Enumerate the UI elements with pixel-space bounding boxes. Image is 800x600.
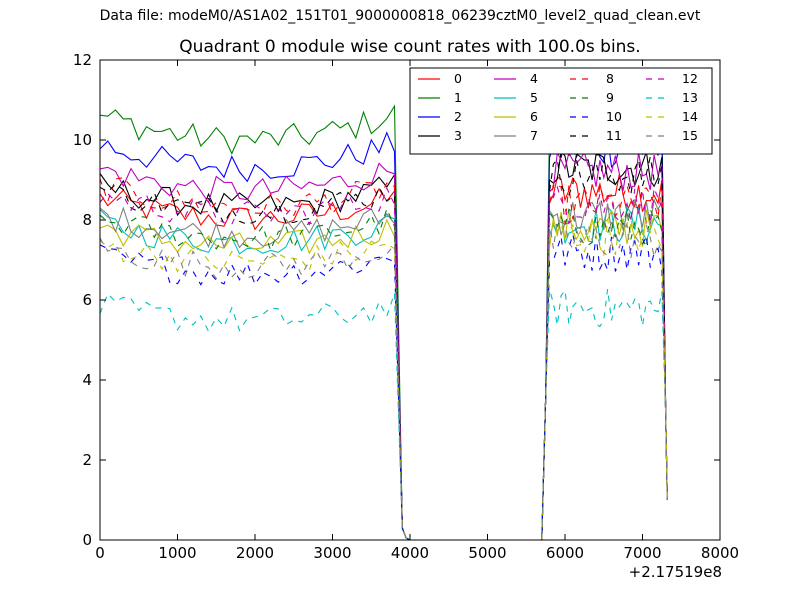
legend-label-9: 9 xyxy=(606,90,614,105)
series-line-7 xyxy=(100,197,668,540)
legend-label-15: 15 xyxy=(682,128,698,143)
series-line-3 xyxy=(100,150,668,540)
y-tick-label: 8 xyxy=(82,211,92,229)
series-line-11 xyxy=(100,156,668,540)
legend-label-11: 11 xyxy=(606,128,622,143)
chart-title: Quadrant 0 module wise count rates with … xyxy=(179,37,641,57)
legend-label-0: 0 xyxy=(454,71,462,86)
legend-box xyxy=(409,67,713,155)
x-tick-label: 8000 xyxy=(701,544,739,562)
x-offset-label: +2.17519e8 xyxy=(629,563,722,581)
series-line-2 xyxy=(100,128,668,540)
series-line-8 xyxy=(100,177,668,540)
y-tick-label: 6 xyxy=(82,291,92,309)
legend-label-3: 3 xyxy=(454,128,462,143)
series-line-10 xyxy=(100,232,668,540)
y-tick-label: 4 xyxy=(82,371,92,389)
x-tick-label: 6000 xyxy=(546,544,584,562)
figure-suptitle: Data file: modeM0/AS1A02_151T01_90000008… xyxy=(99,8,701,24)
series-line-4 xyxy=(100,150,668,540)
x-tick-label: 5000 xyxy=(468,544,506,562)
legend-label-1: 1 xyxy=(454,90,462,105)
series-line-12 xyxy=(100,185,668,540)
legend-label-14: 14 xyxy=(682,109,698,124)
legend-label-12: 12 xyxy=(682,71,698,86)
legend-label-8: 8 xyxy=(606,71,614,86)
legend-label-10: 10 xyxy=(606,109,622,124)
x-tick-label: 0 xyxy=(95,544,105,562)
y-tick-label: 0 xyxy=(82,531,92,549)
legend-label-4: 4 xyxy=(530,71,538,86)
series-line-14 xyxy=(100,217,668,540)
y-tick-label: 2 xyxy=(82,451,92,469)
legend-label-2: 2 xyxy=(454,109,462,124)
x-tick-label: 3000 xyxy=(313,544,351,562)
series-line-15 xyxy=(100,220,668,540)
x-tick-label: 7000 xyxy=(623,544,661,562)
legend-label-13: 13 xyxy=(682,90,698,105)
legend-label-6: 6 xyxy=(530,109,538,124)
series-line-13 xyxy=(100,288,668,540)
series-line-5 xyxy=(100,205,668,540)
legend-label-5: 5 xyxy=(530,90,538,105)
series-line-1 xyxy=(100,98,668,540)
y-tick-label: 10 xyxy=(73,131,92,149)
legend-label-7: 7 xyxy=(530,128,538,143)
x-tick-label: 1000 xyxy=(158,544,196,562)
x-tick-label: 4000 xyxy=(391,544,429,562)
series-lines xyxy=(100,98,668,540)
y-tick-label: 12 xyxy=(73,51,92,69)
x-tick-label: 2000 xyxy=(236,544,274,562)
